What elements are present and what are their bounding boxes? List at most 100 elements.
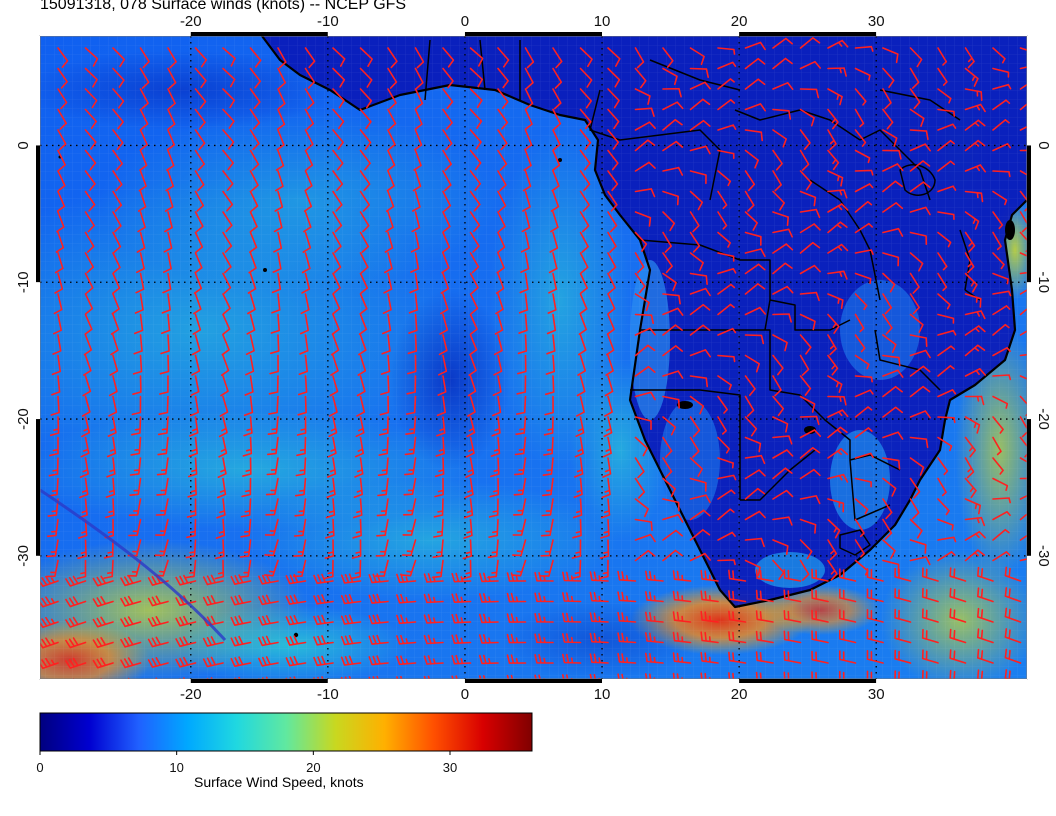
wind-barb xyxy=(937,47,948,66)
wind-barb xyxy=(112,149,123,171)
wind-barb xyxy=(689,67,709,78)
wind-barb xyxy=(368,655,389,666)
wind-barb xyxy=(325,498,336,519)
wind-barb xyxy=(552,88,562,110)
wind-barb xyxy=(882,406,903,418)
wind-barb xyxy=(442,170,452,192)
wind-barb xyxy=(717,124,737,131)
wind-barb xyxy=(220,354,230,376)
wind-barb xyxy=(909,477,921,499)
wind-barb xyxy=(351,539,362,559)
wind-barb xyxy=(161,293,171,314)
wind-barb xyxy=(218,416,228,438)
wind-barb xyxy=(57,129,67,151)
wind-barb xyxy=(222,211,233,233)
right-lat-label: -20 xyxy=(1035,408,1052,430)
wind-barb xyxy=(937,551,956,562)
wind-barb xyxy=(662,514,684,523)
wind-barb xyxy=(543,416,554,436)
wind-barb xyxy=(717,559,736,566)
wind-barb xyxy=(412,170,422,192)
wind-barb xyxy=(358,313,368,335)
wind-barb xyxy=(139,47,150,69)
wind-barb xyxy=(301,252,311,274)
wind-barb xyxy=(728,672,735,679)
wind-barb xyxy=(662,307,684,316)
wind-barb xyxy=(882,67,895,88)
wind-barb xyxy=(799,223,821,234)
wind-barb xyxy=(298,375,308,396)
wind-barb xyxy=(258,635,279,647)
wind-barb xyxy=(358,334,367,356)
wind-barb xyxy=(799,241,821,254)
wind-barb xyxy=(964,310,986,320)
wind-barb xyxy=(827,354,839,376)
wind-barb xyxy=(439,313,449,335)
wind-barb xyxy=(359,149,371,171)
wind-barb xyxy=(277,67,287,89)
wind-barb xyxy=(827,473,849,483)
wind-barb xyxy=(84,149,97,171)
wind-barb xyxy=(744,510,766,521)
wind-barb xyxy=(217,457,227,478)
wind-barb xyxy=(689,395,705,415)
wind-barb xyxy=(356,395,366,417)
wind-barb xyxy=(534,613,554,623)
wind-barb xyxy=(552,67,563,89)
wind-barb xyxy=(755,589,774,603)
wind-barb xyxy=(799,447,821,459)
wind-barb xyxy=(937,365,955,377)
wind-barb xyxy=(811,650,829,664)
wind-barb xyxy=(689,81,711,90)
wind-barb xyxy=(854,452,874,459)
wind-barb xyxy=(330,354,339,376)
wind-barb xyxy=(222,67,236,88)
wind-barb xyxy=(811,568,829,582)
wind-barb xyxy=(772,190,785,211)
wind-barb xyxy=(52,334,62,355)
wind-barb xyxy=(606,334,615,356)
wind-barb xyxy=(964,344,986,357)
wind-barb xyxy=(799,264,821,275)
wind-barb xyxy=(799,108,815,127)
wind-barb xyxy=(717,303,735,316)
wind-barb xyxy=(854,201,873,213)
wind-barb xyxy=(617,632,637,644)
wind-barb xyxy=(299,313,309,335)
wind-barb xyxy=(385,190,395,212)
wind-barb xyxy=(964,477,977,499)
wind-barb xyxy=(84,190,96,212)
wind-barb xyxy=(662,529,683,541)
wind-barb xyxy=(469,190,481,212)
wind-barb xyxy=(717,268,737,275)
wind-barb xyxy=(634,139,656,152)
wind-barbs xyxy=(40,37,1027,679)
wind-barb xyxy=(258,615,279,626)
wind-barb xyxy=(937,88,952,104)
wind-barb xyxy=(249,129,260,151)
wind-barb xyxy=(479,654,499,665)
wind-barb xyxy=(882,313,893,335)
wind-barb xyxy=(352,518,362,539)
wind-barb xyxy=(164,211,173,233)
wind-barb xyxy=(410,231,420,253)
wind-barb xyxy=(937,139,955,152)
wind-barb xyxy=(909,252,924,272)
wind-barb xyxy=(772,449,794,459)
wind-barb xyxy=(728,610,747,623)
wind-barb xyxy=(112,252,121,274)
wind-barb xyxy=(188,436,198,457)
wind-barb xyxy=(744,57,766,70)
wind-barb xyxy=(230,574,252,585)
wind-barb xyxy=(921,587,939,603)
wind-barb xyxy=(992,528,1010,541)
wind-barb xyxy=(662,101,684,111)
wind-barb xyxy=(469,252,480,274)
wind-barb xyxy=(717,61,737,70)
bottom-frame-bar xyxy=(327,679,465,683)
left-lat-label: -10 xyxy=(15,271,32,293)
wind-barb xyxy=(497,231,506,253)
wind-barb xyxy=(215,539,225,560)
wind-barb xyxy=(689,477,707,492)
wind-barb xyxy=(285,655,307,667)
